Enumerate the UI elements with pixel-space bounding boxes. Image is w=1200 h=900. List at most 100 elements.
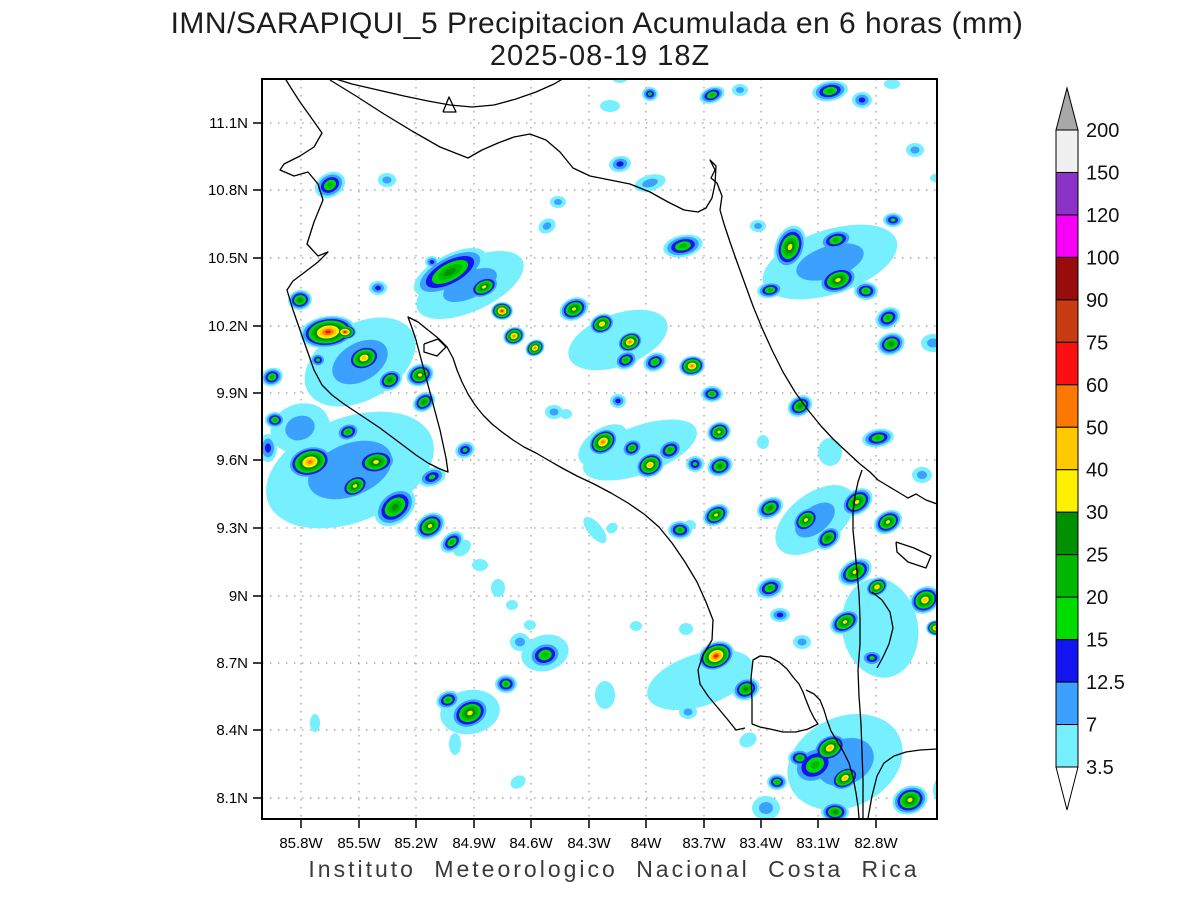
- colorbar-arrow-bottom: [1055, 766, 1079, 811]
- precip-cell-band: [826, 88, 834, 94]
- precip-cell-band: [512, 334, 516, 338]
- precip-cell-band: [888, 342, 894, 346]
- coastline-path: [423, 338, 447, 357]
- precip-cell-band: [832, 237, 840, 243]
- precip-cell-band: [601, 440, 605, 444]
- precip-cell-band: [739, 732, 757, 748]
- colorbar-label: 12.5: [1086, 672, 1125, 694]
- precip-cell-band: [515, 637, 525, 647]
- precip-cell-band: [852, 570, 858, 574]
- precip-cell-band: [391, 503, 399, 511]
- precip-cell-band: [767, 585, 773, 591]
- colorbar-label: 30: [1086, 502, 1108, 524]
- y-tick-label: 10.8N: [208, 182, 248, 199]
- precip-cell-band: [491, 579, 505, 597]
- colorbar-label: 15: [1086, 630, 1108, 652]
- precip-cell-band: [874, 436, 882, 440]
- precip-cell-band: [387, 378, 393, 382]
- precip-cell-band: [549, 408, 559, 416]
- precip-cell-band: [600, 322, 604, 326]
- precip-cell-band: [797, 756, 803, 760]
- precip-cell-band: [917, 471, 927, 479]
- precip-cell-band: [600, 100, 620, 112]
- colorbar-label: 7: [1086, 715, 1097, 737]
- coastline-path: [279, 79, 746, 731]
- coastline-layer: [279, 79, 937, 819]
- colorbar-segment: [1055, 384, 1079, 428]
- precip-cell-band: [265, 443, 271, 453]
- precip-cell-band: [648, 463, 652, 467]
- precip-cell-band: [863, 289, 869, 293]
- precip-cell-band: [885, 520, 891, 524]
- precip-cell-band: [690, 364, 694, 368]
- precip-cell-band: [709, 392, 715, 396]
- colorbar-label: 3.5: [1086, 757, 1114, 779]
- colorbar-segment: [1055, 554, 1079, 598]
- colorbar-segment: [1055, 511, 1079, 556]
- colorbar-arrow-top: [1055, 86, 1079, 131]
- precip-cell-band: [606, 522, 618, 534]
- precip-cell-band: [343, 331, 347, 333]
- precip-cell-band: [307, 460, 313, 464]
- x-tick-label: 84.3W: [567, 835, 611, 852]
- precip-cell-band: [472, 559, 488, 571]
- y-tick-label: 10.5N: [208, 250, 248, 267]
- coastline-path: [805, 689, 860, 819]
- colorbar-segment: [1055, 129, 1079, 173]
- precip-cell-band: [884, 79, 900, 89]
- colorbar-label: 200: [1086, 120, 1119, 142]
- precip-cell-band: [869, 656, 875, 660]
- colorbar-segment: [1055, 171, 1079, 216]
- y-tick-label: 9.3N: [216, 520, 248, 537]
- precip-cell-band: [797, 404, 803, 408]
- precip-cell-band: [692, 462, 698, 466]
- precip-cell-band: [429, 260, 435, 264]
- precip-cell-band: [754, 223, 762, 229]
- precip-cell-band: [939, 783, 951, 798]
- precip-cell-band: [269, 375, 275, 379]
- precip-cell-band: [907, 797, 913, 803]
- precip-cell-band: [667, 447, 673, 453]
- colorbar-label: 20: [1086, 587, 1108, 609]
- precip-cell-band: [652, 360, 658, 364]
- precip-cell-band: [273, 418, 277, 422]
- precip-cell-band: [503, 682, 509, 686]
- y-tick-label: 8.4N: [216, 722, 248, 739]
- precip-cell-band: [858, 97, 866, 103]
- coastline-path: [871, 591, 894, 669]
- precip-cell-band: [927, 338, 937, 348]
- y-tick-label: 9N: [229, 588, 248, 605]
- coastline-path: [329, 79, 937, 505]
- colorbar-label: 150: [1086, 162, 1119, 184]
- axes: 85.8W 85.5W 85.2W 84.9W 84.6W 84.3W 84W 83.7W 83…: [208, 115, 899, 852]
- precip-cell-band: [623, 358, 629, 362]
- precip-cell-band: [941, 265, 951, 272]
- precipitation-layer: [262, 79, 953, 819]
- precip-cell-band: [890, 218, 896, 222]
- precip-cell-band: [875, 585, 879, 589]
- x-tick-label: 82.8W: [854, 835, 898, 852]
- precip-cell-band: [554, 199, 562, 205]
- y-tick-label: 10.2N: [208, 318, 248, 335]
- precip-cell-band: [615, 398, 621, 404]
- precip-cell-band: [310, 714, 320, 732]
- precip-cell-band: [885, 315, 891, 321]
- precip-cell-band: [443, 267, 497, 303]
- precip-cell-band: [629, 446, 635, 450]
- precip-cell-band: [736, 87, 744, 93]
- precip-cell-band: [316, 358, 320, 362]
- precip-cell-band: [345, 430, 351, 434]
- coastline-path: [852, 469, 864, 818]
- precip-cell-band: [943, 689, 953, 701]
- map-title: IMN/SARAPIQUI_5 Precipitacion Acumulada …: [170, 7, 1024, 40]
- precip-cell-band: [467, 710, 473, 716]
- colorbar-segment: [1055, 639, 1079, 683]
- precip-cell-band: [810, 761, 820, 769]
- precip-cell-band: [797, 638, 807, 646]
- precip-cell-band: [298, 298, 302, 302]
- precip-cell-band: [449, 733, 461, 755]
- colorbar-label: 40: [1086, 460, 1108, 482]
- precip-cell-band: [628, 340, 632, 344]
- coastline-path: [442, 96, 457, 113]
